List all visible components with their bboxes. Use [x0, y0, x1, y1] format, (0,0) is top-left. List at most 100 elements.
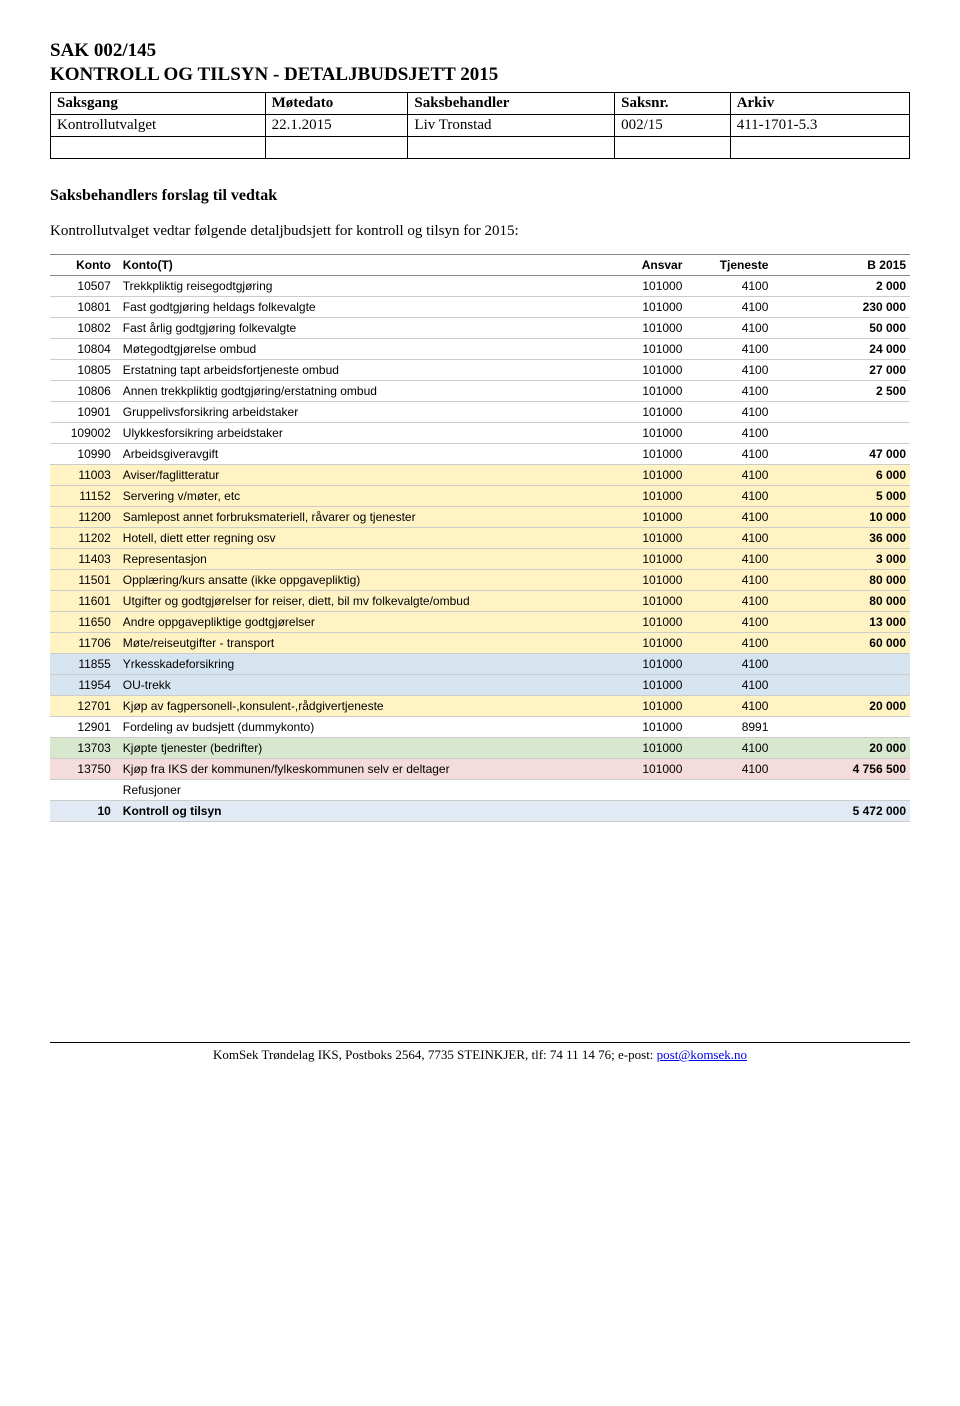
- cell-tjeneste: 4100: [686, 381, 772, 402]
- table-row: 10802Fast årlig godtgjøring folkevalgte1…: [50, 318, 910, 339]
- cell-tjeneste: 4100: [686, 528, 772, 549]
- col-saksgang: Saksgang: [51, 93, 266, 115]
- cell-ansvar: 101000: [600, 570, 686, 591]
- cell-konto: 11855: [50, 654, 119, 675]
- table-row: 10Kontroll og tilsyn5 472 000: [50, 801, 910, 822]
- cell-konto: 11003: [50, 465, 119, 486]
- cell-konto: 11202: [50, 528, 119, 549]
- cell-konto: 10990: [50, 444, 119, 465]
- cell-ansvar: [600, 801, 686, 822]
- cell-kontot: Arbeidsgiveravgift: [119, 444, 601, 465]
- cell-kontot: Hotell, diett etter regning osv: [119, 528, 601, 549]
- cell-konto: 10901: [50, 402, 119, 423]
- cell-konto: 10507: [50, 276, 119, 297]
- cell-tjeneste: 4100: [686, 633, 772, 654]
- col-saksbehandler: Saksbehandler: [408, 93, 615, 115]
- val-saksnr: 002/15: [615, 115, 731, 137]
- table-row: Saksgang Møtedato Saksbehandler Saksnr. …: [51, 93, 910, 115]
- cell-ansvar: 101000: [600, 381, 686, 402]
- cell-b2015: [772, 423, 910, 444]
- cell-ansvar: 101000: [600, 339, 686, 360]
- cell-kontot: Andre oppgavepliktige godtgjørelser: [119, 612, 601, 633]
- val-saksgang: Kontrollutvalget: [51, 115, 266, 137]
- footer-text: KomSek Trøndelag IKS, Postboks 2564, 773…: [213, 1047, 657, 1062]
- cell-konto: 10801: [50, 297, 119, 318]
- col-konto: Konto: [50, 255, 119, 276]
- cell-konto: 10805: [50, 360, 119, 381]
- cell-tjeneste: 4100: [686, 549, 772, 570]
- cell-ansvar: 101000: [600, 465, 686, 486]
- cell-kontot: Refusjoner: [119, 780, 601, 801]
- table-row: 10804Møtegodtgjørelse ombud101000410024 …: [50, 339, 910, 360]
- table-row: 10990Arbeidsgiveravgift101000410047 000: [50, 444, 910, 465]
- cell-b2015: [772, 717, 910, 738]
- table-row: 11650Andre oppgavepliktige godtgjørelser…: [50, 612, 910, 633]
- cell-konto: 12901: [50, 717, 119, 738]
- cell-b2015: 3 000: [772, 549, 910, 570]
- cell-tjeneste: 4100: [686, 654, 772, 675]
- cell-tjeneste: 4100: [686, 696, 772, 717]
- cell-ansvar: 101000: [600, 423, 686, 444]
- cell-tjeneste: 4100: [686, 738, 772, 759]
- cell-konto: 11152: [50, 486, 119, 507]
- cell-ansvar: 101000: [600, 612, 686, 633]
- table-row: 10805Erstatning tapt arbeidsfortjeneste …: [50, 360, 910, 381]
- cell-kontot: Kjøp fra IKS der kommunen/fylkeskommunen…: [119, 759, 601, 780]
- cell-tjeneste: 4100: [686, 507, 772, 528]
- cell-b2015: 27 000: [772, 360, 910, 381]
- table-row: 11855Yrkesskadeforsikring1010004100: [50, 654, 910, 675]
- cell-tjeneste: 4100: [686, 486, 772, 507]
- table-row: 11003Aviser/faglitteratur10100041006 000: [50, 465, 910, 486]
- cell-kontot: Gruppelivsforsikring arbeidstaker: [119, 402, 601, 423]
- cell-konto: 11200: [50, 507, 119, 528]
- cell-kontot: Annen trekkpliktig godtgjøring/erstatnin…: [119, 381, 601, 402]
- cell-ansvar: 101000: [600, 297, 686, 318]
- cell-konto: 10: [50, 801, 119, 822]
- cell-konto: 11501: [50, 570, 119, 591]
- table-row: 10901Gruppelivsforsikring arbeidstaker10…: [50, 402, 910, 423]
- cell-konto: 10802: [50, 318, 119, 339]
- cell-kontot: Kjøp av fagpersonell-,konsulent-,rådgive…: [119, 696, 601, 717]
- table-row: 11200Samlepost annet forbruksmateriell, …: [50, 507, 910, 528]
- col-kontot: Konto(T): [119, 255, 601, 276]
- cell-tjeneste: 4100: [686, 591, 772, 612]
- cell-ansvar: 101000: [600, 591, 686, 612]
- cell-ansvar: 101000: [600, 549, 686, 570]
- cell-b2015: 36 000: [772, 528, 910, 549]
- cell-ansvar: 101000: [600, 675, 686, 696]
- cell-tjeneste: 4100: [686, 612, 772, 633]
- cell-konto: 10804: [50, 339, 119, 360]
- cell-kontot: Representasjon: [119, 549, 601, 570]
- cell-b2015: 4 756 500: [772, 759, 910, 780]
- col-ansvar: Ansvar: [600, 255, 686, 276]
- cell-tjeneste: 4100: [686, 276, 772, 297]
- cell-b2015: 24 000: [772, 339, 910, 360]
- cell-tjeneste: 4100: [686, 423, 772, 444]
- cell-ansvar: 101000: [600, 276, 686, 297]
- cell-ansvar: 101000: [600, 444, 686, 465]
- val-saksbehandler: Liv Tronstad: [408, 115, 615, 137]
- table-row: 12901Fordeling av budsjett (dummykonto)1…: [50, 717, 910, 738]
- cell-konto: 13750: [50, 759, 119, 780]
- footer-email-link[interactable]: post@komsek.no: [657, 1047, 747, 1062]
- cell-kontot: Fast årlig godtgjøring folkevalgte: [119, 318, 601, 339]
- table-row: 11152Servering v/møter, etc10100041005 0…: [50, 486, 910, 507]
- table-row: 109002Ulykkesforsikring arbeidstaker1010…: [50, 423, 910, 444]
- cell-konto: 10806: [50, 381, 119, 402]
- cell-kontot: Erstatning tapt arbeidsfortjeneste ombud: [119, 360, 601, 381]
- budget-table: Konto Konto(T) Ansvar Tjeneste B 2015 10…: [50, 254, 910, 822]
- cell-ansvar: 101000: [600, 717, 686, 738]
- cell-kontot: Trekkpliktig reisegodtgjøring: [119, 276, 601, 297]
- col-tjeneste: Tjeneste: [686, 255, 772, 276]
- cell-kontot: Møtegodtgjørelse ombud: [119, 339, 601, 360]
- table-row: 10801Fast godtgjøring heldags folkevalgt…: [50, 297, 910, 318]
- page-title: KONTROLL OG TILSYN - DETALJBUDSJETT 2015: [50, 64, 910, 86]
- cell-ansvar: 101000: [600, 738, 686, 759]
- cell-konto: 11403: [50, 549, 119, 570]
- cell-ansvar: 101000: [600, 633, 686, 654]
- cell-ansvar: 101000: [600, 507, 686, 528]
- cell-kontot: Møte/reiseutgifter - transport: [119, 633, 601, 654]
- lead-text: Kontrollutvalget vedtar følgende detaljb…: [50, 223, 910, 240]
- table-row: 11403Representasjon10100041003 000: [50, 549, 910, 570]
- cell-tjeneste: 4100: [686, 360, 772, 381]
